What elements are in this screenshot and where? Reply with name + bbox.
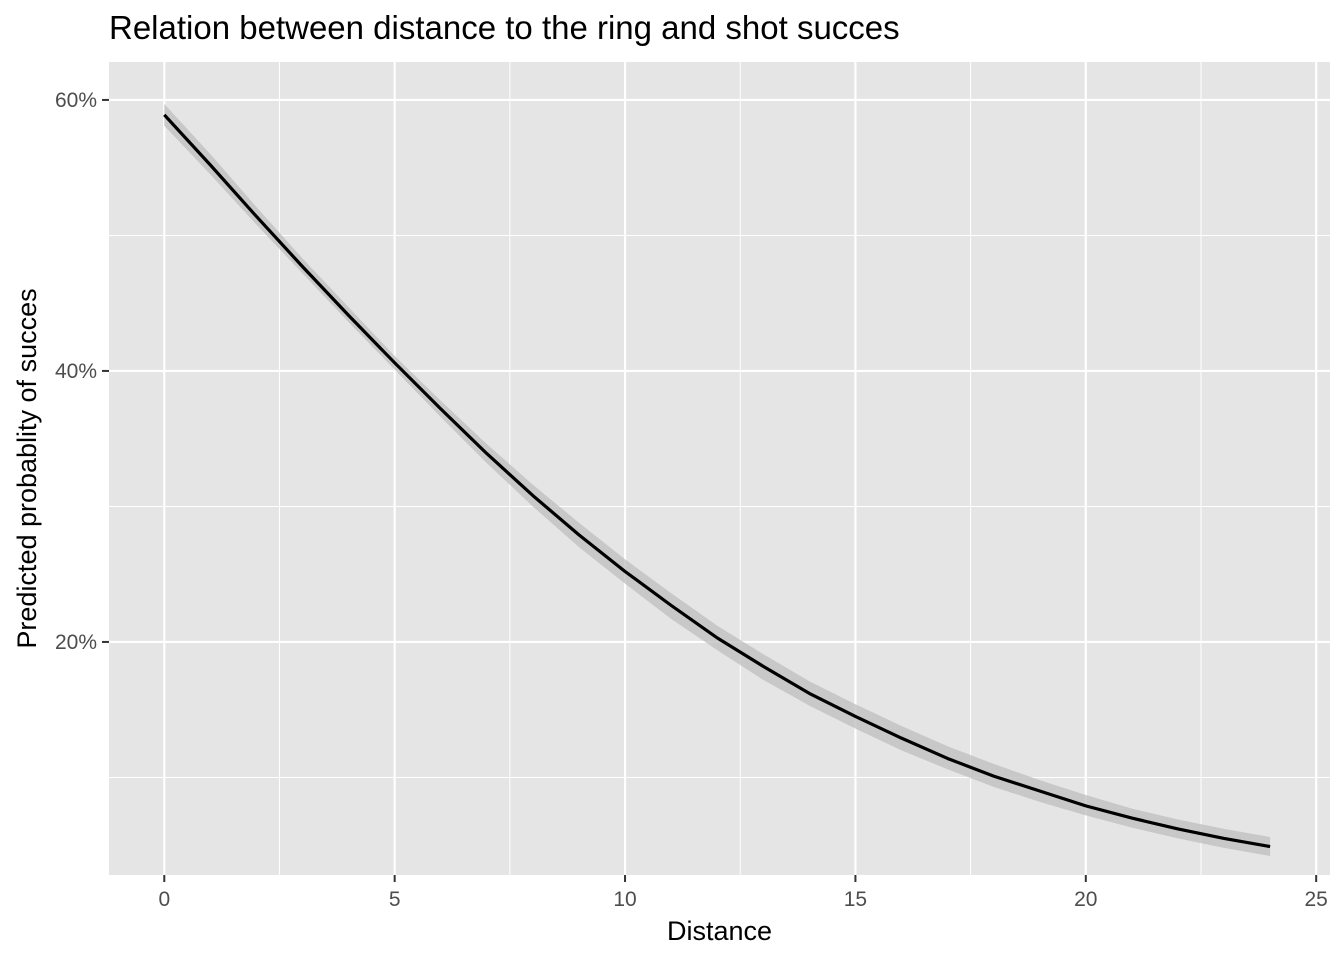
x-tick-label: 20 <box>1074 888 1097 911</box>
line-layer <box>163 113 1271 849</box>
x-tick-label: 0 <box>158 888 170 911</box>
y-tick-label: 60% <box>55 89 97 112</box>
x-axis: 0 5 10 15 20 25 <box>158 875 1328 911</box>
x-tick-label: 15 <box>844 888 867 911</box>
predicted-probability-line <box>163 113 1271 849</box>
chart-title: Relation between distance to the ring an… <box>109 9 900 46</box>
x-tick-label: 25 <box>1304 888 1327 911</box>
minor-gridlines <box>109 62 1330 875</box>
x-tick-label: 10 <box>613 888 636 911</box>
x-tick-label: 5 <box>389 888 401 911</box>
y-tick-label: 20% <box>55 631 97 654</box>
y-tick-label: 40% <box>55 360 97 383</box>
plot-panel <box>109 62 1330 875</box>
y-axis-title: Predicted probablity of succes <box>12 288 42 648</box>
x-axis-title: Distance <box>667 916 772 946</box>
major-gridlines <box>109 62 1330 875</box>
y-axis: 20% 40% 60% <box>55 89 109 654</box>
